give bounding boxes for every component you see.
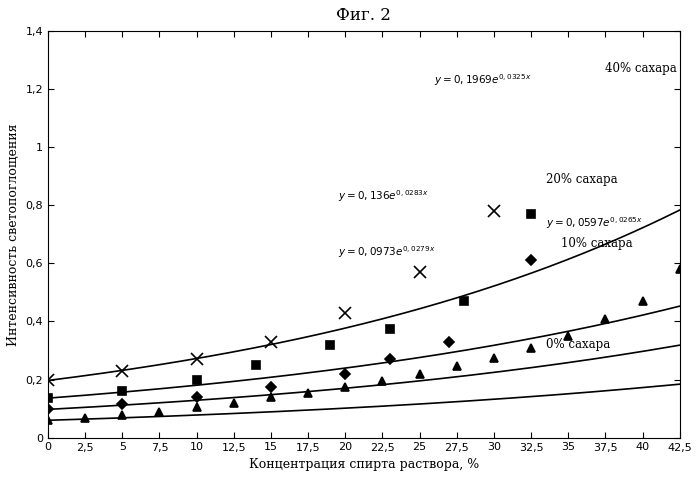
Y-axis label: Интенсивность светопоглощения: Интенсивность светопоглощения xyxy=(7,123,20,346)
Text: 0% сахара: 0% сахара xyxy=(546,338,610,351)
Title: Фиг. 2: Фиг. 2 xyxy=(336,7,391,24)
Text: $y = 0,0973e^{0,0279x}$: $y = 0,0973e^{0,0279x}$ xyxy=(338,244,435,260)
Text: 40% сахара: 40% сахара xyxy=(605,62,677,76)
Text: $y = 0,0597e^{0,0265x}$: $y = 0,0597e^{0,0265x}$ xyxy=(546,215,643,230)
X-axis label: Концентрация спирта раствора, %: Концентрация спирта раствора, % xyxy=(249,458,479,471)
Text: 20% сахара: 20% сахара xyxy=(546,173,617,185)
Text: $y = 0,1969e^{0,0325x}$: $y = 0,1969e^{0,0325x}$ xyxy=(435,73,532,88)
Text: 10% сахара: 10% сахара xyxy=(561,237,633,250)
Text: $y = 0,136e^{0,0283x}$: $y = 0,136e^{0,0283x}$ xyxy=(338,189,428,205)
